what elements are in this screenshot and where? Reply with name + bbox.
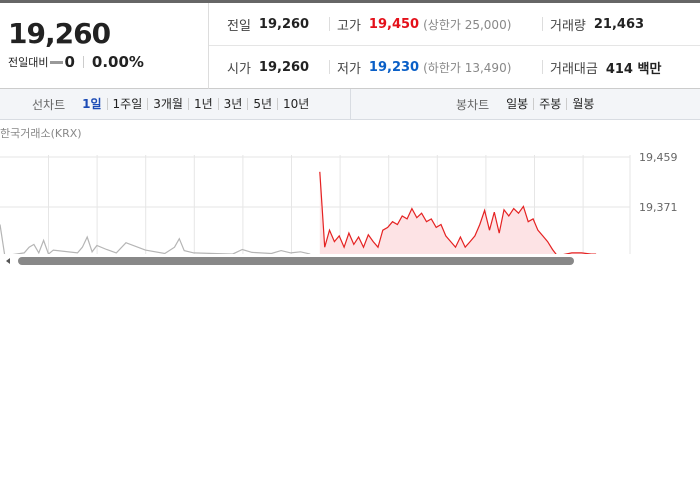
period-button[interactable]: 1년 [187,98,218,110]
stats-row: 전일 19,260 고가 19,450 (상한가 25,000) 거래량 21,463 [209,3,700,46]
stat-label: 고가 [337,19,361,34]
stat: 저가 19,230 (하한가 13,490) [337,58,511,77]
group-title: 봉차트 [456,97,490,112]
separator [329,60,330,74]
period-button[interactable]: 3개월 [147,98,188,110]
stat: 전일 19,260 [227,15,309,34]
period-button[interactable]: 주봉 [533,98,566,110]
no-change-icon [50,60,64,64]
area [319,171,597,256]
divider [350,89,351,119]
stat-label: 저가 [337,62,361,77]
stat-note: (하한가 13,490) [423,61,512,75]
stat-label: 전일 [227,19,251,34]
plot [0,155,631,256]
source: 한국거래소(KRX) [0,127,82,140]
stats-row: 시가 19,260 저가 19,230 (하한가 13,490) 거래대금 414 백만 [209,46,700,88]
stat: 거래대금 414 백만 [550,58,661,77]
stat-value: 19,260 [258,60,310,75]
period-button[interactable]: 1주일 [106,98,148,110]
stats: 전일 19,260 고가 19,450 (상한가 25,000) 거래량 21,463 … [209,3,700,89]
toolbar: 선차트 1일 1주일 3개월 1년 3년 5년 10년 봉차트 일봉 주봉 월봉 [0,89,700,120]
change-label: 전일대비 [8,56,49,69]
change-line: 전일대비 0 0.00% [8,53,144,71]
stat-value: 19,230 [368,60,420,75]
separator [542,17,543,31]
stat-value: 414 백만 [605,62,662,77]
separator [82,56,84,68]
current-price: 19,260 [8,17,111,50]
change-rate: 0.00% [91,53,144,71]
period-button[interactable]: 일봉 [506,97,529,111]
separator [542,60,543,74]
stat-label: 거래대금 [550,62,598,77]
price-box: 19,260 전일대비 0 0.00% [0,3,209,89]
candle-periods: 봉차트 일봉 주봉 월봉 [456,89,599,119]
top-border [0,0,700,3]
scroll-arrow[interactable] [6,258,10,264]
separator [329,17,330,31]
period-button[interactable]: 1일 [82,97,102,111]
price-line [319,171,597,256]
stat: 거래량 21,463 [550,15,644,34]
price-line [0,224,311,256]
stat-note: (상한가 25,000) [423,18,512,32]
y-tick-label: 19,459 [639,151,678,164]
line-periods: 선차트 1일 1주일 3개월 1년 3년 5년 10년 [32,89,314,119]
stat: 시가 19,260 [227,58,309,77]
stat-value: 21,463 [593,17,645,32]
stat-label: 거래량 [550,19,586,34]
period-button[interactable]: 월봉 [566,98,599,110]
group-title: 선차트 [32,97,66,112]
stat: 고가 19,450 (상한가 25,000) [337,15,511,34]
stat-value: 19,450 [368,17,420,32]
stat-value: 19,260 [258,17,310,32]
change: 0 [64,53,75,71]
chart: 한국거래소(KRX) 19,459 19,371 [0,127,700,268]
stat-label: 시가 [227,62,251,77]
y-tick-label: 19,371 [639,201,678,214]
scroll-thumb[interactable] [18,257,574,265]
period-button[interactable]: 10년 [277,98,314,110]
period-button[interactable]: 3년 [217,98,248,110]
period-button[interactable]: 5년 [247,98,277,110]
